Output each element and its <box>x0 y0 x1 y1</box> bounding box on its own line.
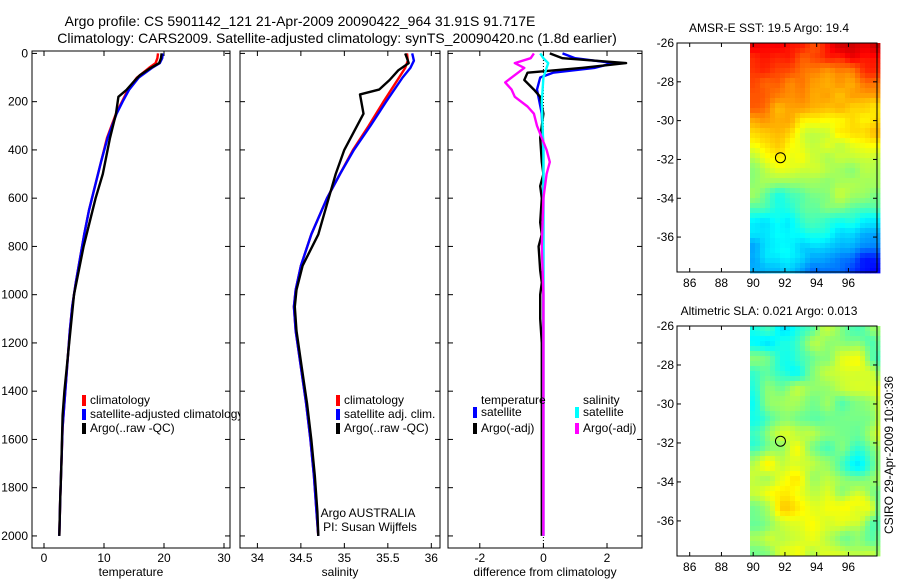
temperature-axes-frame <box>31 50 231 549</box>
salinity-legend-swatch <box>336 409 340 420</box>
legend-header-temperature: temperature <box>481 393 546 407</box>
sst_map-xtick-label: 90 <box>747 276 761 290</box>
title-line-2: Climatology: CARS2009. Satellite-adjuste… <box>57 30 617 46</box>
sla_map-xtick-label: 90 <box>747 560 761 574</box>
temperature-legend-swatch <box>82 423 86 434</box>
sla-map-panel: 86 88 90 92 94 96 -26 -28 -30 -32 -34 -36 Altimetric… <box>657 304 881 574</box>
salinity-legend-swatch <box>336 395 340 406</box>
temperature-legend-swatch <box>82 395 86 406</box>
sst_map-xtick-label: 92 <box>778 276 792 290</box>
salinity-axes-frame <box>239 50 441 549</box>
temperature-xtick-label: 30 <box>217 551 231 565</box>
salinity-xtick-label: 34 <box>251 551 265 565</box>
salinity-xtick-label: 35.5 <box>376 551 400 565</box>
difference-legend-label: Argo(-adj) <box>481 421 534 435</box>
sla_map-ytick-label: -34 <box>657 475 675 489</box>
temperature-legend-swatch <box>82 409 86 420</box>
sst_map-title: AMSR-E SST: 19.5 Argo: 19.4 <box>689 21 849 35</box>
difference-legend-swatch <box>575 423 579 434</box>
temperature-legend-label: Argo(..raw -QC) <box>90 421 175 435</box>
sst_map-xtick-label: 96 <box>842 276 856 290</box>
legend-header-salinity: salinity <box>583 393 620 407</box>
sla_map-argo-position-marker <box>774 435 786 447</box>
sla_map-title: Altimetric SLA: 0.021 Argo: 0.013 <box>681 304 858 318</box>
sla_map-xtick-label: 92 <box>778 560 792 574</box>
salinity-legend-swatch <box>336 423 340 434</box>
salinity-profile-panel: 34 34.5 35 35.5 36 salinity climatologysatelli… <box>239 50 441 579</box>
temperature-profile-panel: 0 10 20 30 0 200 400 600 800 1000 1200 1400 1600 1800… <box>1 46 243 579</box>
sst_map-ytick-label: -28 <box>657 75 675 89</box>
salinity-series-argo-raw-qc- <box>293 52 410 536</box>
sst_map-xtick-label: 94 <box>810 276 824 290</box>
temperature-xlabel: temperature <box>99 565 164 579</box>
sst_map-ytick-label: -36 <box>657 230 675 244</box>
sla_map-xtick-label: 96 <box>842 560 856 574</box>
credit-text: CSIRO 29-Apr-2009 10:30:36 <box>882 376 896 534</box>
sst_map-xtick-label: 88 <box>715 276 729 290</box>
temperature-ytick-label: 800 <box>8 239 28 253</box>
salinity-xlabel: salinity <box>322 565 359 579</box>
difference-series-salinity-argo-adj- <box>504 52 551 536</box>
sla_map-ytick-label: -28 <box>657 358 675 372</box>
temperature-series-argo-raw-qc- <box>58 53 163 536</box>
sla_map-ytick-label: -32 <box>657 436 675 450</box>
temperature-xtick-label: 10 <box>97 551 111 565</box>
sst_map-field <box>750 43 881 274</box>
difference-xlabel: difference from climatology <box>473 565 616 579</box>
sst_map-ytick-label: -30 <box>657 114 675 128</box>
difference-xtick-label: 0 <box>540 551 547 565</box>
sla_map-ytick-label: -30 <box>657 397 675 411</box>
sla_map-ytick-label: -36 <box>657 514 675 528</box>
temperature-ytick-label: 0 <box>21 46 28 60</box>
salinity-xtick-label: 35 <box>338 551 352 565</box>
sst_map-xtick-label: 86 <box>683 276 697 290</box>
sla_map-xtick-label: 86 <box>683 560 697 574</box>
sst_map-ytick-label: -32 <box>657 152 675 166</box>
temperature-ytick-label: 600 <box>8 191 28 205</box>
temperature-ytick-label: 1400 <box>1 384 28 398</box>
difference-axes-frame <box>447 50 643 549</box>
sst-map-panel: 86 88 90 92 94 96 -26 -28 -30 -32 -34 -36 AMSR-E SST… <box>657 21 881 290</box>
difference-legend-label: Argo(-adj) <box>583 421 636 435</box>
temperature-ytick-label: 1800 <box>1 481 28 495</box>
float-owner-text: Argo AUSTRALIA <box>321 506 416 520</box>
temperature-ytick-label: 200 <box>8 95 28 109</box>
sst_map-ytick-label: -26 <box>657 36 675 50</box>
sla_map-xtick-label: 88 <box>715 560 729 574</box>
difference-legend-swatch <box>473 423 477 434</box>
sla_map-ytick-label: -26 <box>657 319 675 333</box>
sla_map-field <box>750 326 881 557</box>
float-pi-text: PI: Susan Wijffels <box>323 520 417 534</box>
difference-legend-label: satellite <box>583 405 624 419</box>
sst_map-ytick-label: -34 <box>657 191 675 205</box>
temperature-xtick-label: 0 <box>41 551 48 565</box>
sst_map-argo-position-marker <box>774 152 786 164</box>
temperature-xtick-label: 20 <box>157 551 171 565</box>
title-line-1: Argo profile: CS 5901142_121 21-Apr-2009… <box>65 13 536 29</box>
difference-legend-swatch <box>575 407 579 418</box>
salinity-xtick-label: 36 <box>425 551 439 565</box>
salinity-legend-label: Argo(..raw -QC) <box>344 421 429 435</box>
temperature-ytick-label: 2000 <box>1 529 28 543</box>
sst_map-axes-frame <box>676 42 878 273</box>
temperature-ytick-label: 1600 <box>1 432 28 446</box>
salinity-legend-label: climatology <box>344 393 404 407</box>
difference-legend-swatch <box>473 407 477 418</box>
difference-xtick-label: -2 <box>474 551 485 565</box>
difference-xtick-label: 2 <box>604 551 611 565</box>
temperature-legend-label: satellite-adjusted climatology <box>90 407 243 421</box>
sla_map-axes-frame <box>676 325 878 557</box>
temperature-legend-label: climatology <box>90 393 150 407</box>
difference-series-temperature-argo-adj- <box>523 52 628 536</box>
temperature-ytick-label: 1200 <box>1 336 28 350</box>
salinity-legend-label: satellite adj. clim. <box>344 407 435 421</box>
difference-legend-label: satellite <box>481 405 522 419</box>
temperature-ytick-label: 1000 <box>1 288 28 302</box>
temperature-ytick-label: 400 <box>8 143 28 157</box>
sla_map-xtick-label: 94 <box>810 560 824 574</box>
salinity-xtick-label: 34.5 <box>289 551 313 565</box>
